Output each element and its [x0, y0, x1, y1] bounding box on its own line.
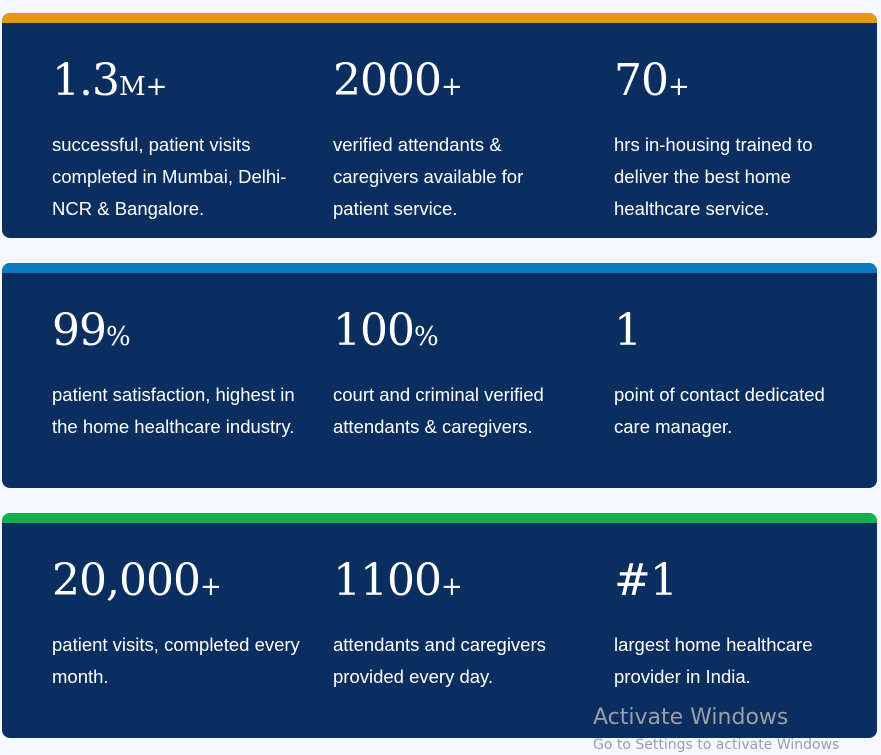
stat-number: 1.3M+: [52, 55, 168, 106]
stat-description: court and criminal verified attendants &…: [333, 384, 544, 437]
stat-description: largest home healthcare provider in Indi…: [614, 634, 813, 687]
stat-suffix: %: [106, 322, 131, 352]
stat-suffix: M+: [118, 72, 168, 102]
stat-item: 1 point of contact dedicated care manage…: [614, 305, 864, 443]
stat-item: 70+ hrs in-housing trained to deliver th…: [614, 55, 864, 225]
stat-description: patient visits, completed every month.: [52, 634, 300, 687]
stat-description: verified attendants & caregivers availab…: [333, 134, 524, 219]
windows-activation-watermark: Activate Windows Go to Settings to activ…: [593, 704, 839, 755]
stat-number: 70+: [614, 55, 690, 106]
watermark-title: Activate Windows: [593, 705, 789, 730]
card-accent-stripe: [2, 263, 877, 273]
stat-item: 99% patient satisfaction, highest in the…: [52, 305, 302, 443]
stat-item: 100% court and criminal verified attenda…: [333, 305, 583, 443]
stat-suffix: +: [199, 572, 222, 602]
stat-description: successful, patient visits completed in …: [52, 134, 287, 219]
stat-number: 2000+: [333, 55, 463, 106]
stat-suffix: %: [413, 322, 439, 352]
stats-card-2: 99% patient satisfaction, highest in the…: [2, 263, 877, 488]
stat-number: 99%: [52, 305, 131, 356]
stat-description: patient satisfaction, highest in the hom…: [52, 384, 295, 437]
stat-description: attendants and caregivers provided every…: [333, 634, 546, 687]
stat-suffix: +: [440, 72, 463, 102]
card-accent-stripe: [2, 513, 877, 523]
stat-item: 1.3M+ successful, patient visits complet…: [52, 55, 302, 225]
stat-item: 1100+ attendants and caregivers provided…: [333, 555, 583, 693]
stats-card-3: 20,000+ patient visits, completed every …: [2, 513, 877, 738]
stat-suffix: +: [668, 72, 690, 102]
card-accent-stripe: [2, 13, 877, 23]
stat-item: 2000+ verified attendants & caregivers a…: [333, 55, 583, 225]
stat-description: point of contact dedicated care manager.: [614, 384, 825, 437]
stat-item: #1 largest home healthcare provider in I…: [614, 555, 864, 693]
stats-card-1: 1.3M+ successful, patient visits complet…: [2, 13, 877, 238]
stat-description: hrs in-housing trained to deliver the be…: [614, 134, 813, 219]
stat-item: 20,000+ patient visits, completed every …: [52, 555, 302, 693]
stat-number: 1100+: [333, 555, 463, 606]
stat-number: 20,000+: [52, 555, 222, 606]
stat-suffix: +: [440, 572, 463, 602]
stat-number: 100%: [333, 305, 439, 356]
stat-number: #1: [614, 555, 678, 606]
stat-number: 1: [614, 305, 642, 356]
watermark-subtitle: Go to Settings to activate Windows: [593, 737, 840, 753]
